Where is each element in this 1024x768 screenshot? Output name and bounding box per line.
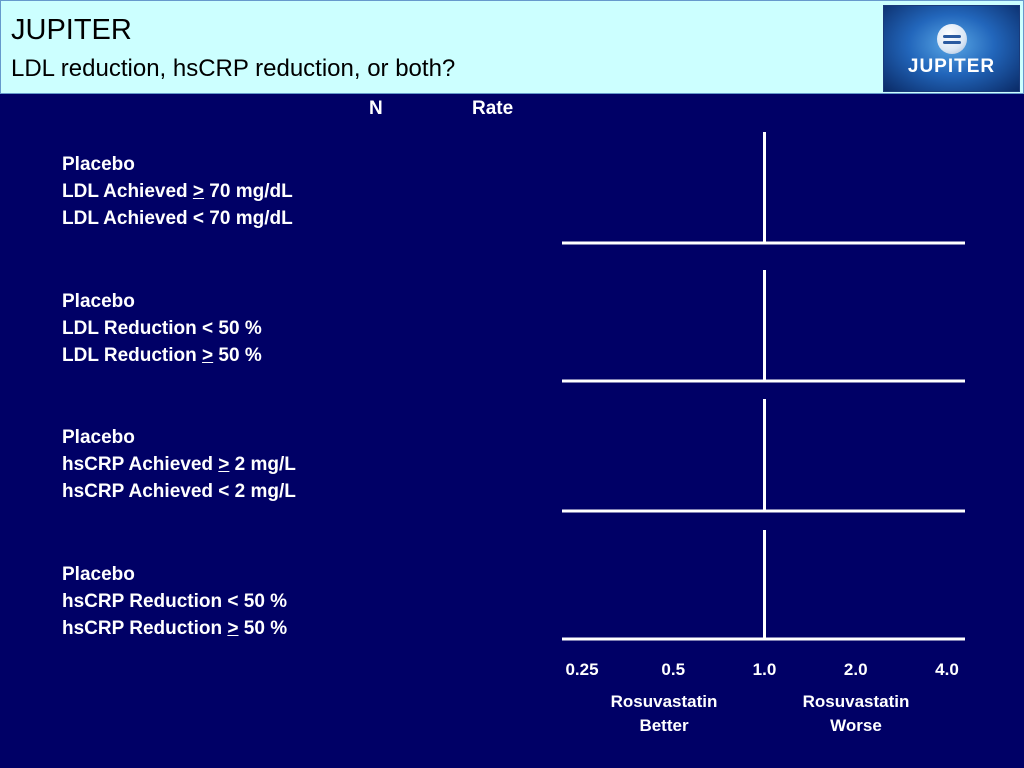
subgroup-label: Placebo bbox=[62, 564, 135, 585]
column-header-rate: Rate bbox=[472, 98, 514, 119]
label-symbol: > bbox=[227, 618, 239, 639]
tick-label: 0.5 bbox=[661, 660, 685, 679]
label-symbol: > bbox=[192, 181, 205, 202]
label-symbol: > bbox=[202, 345, 214, 366]
label-suffix: 2 mg/L bbox=[229, 454, 296, 475]
label-prefix: LDL Reduction bbox=[62, 345, 203, 366]
jupiter-logo: JUPITER bbox=[883, 5, 1020, 92]
subgroup-label: LDL Reduction < 50 % bbox=[62, 318, 262, 339]
label-prefix: hsCRP Reduction bbox=[62, 618, 228, 639]
label-prefix: hsCRP Achieved bbox=[62, 454, 219, 475]
subgroup-block-3: Placebo hsCRP Achieved > 2 mg/L hsCRP Achi… bbox=[62, 424, 296, 505]
column-header-n: N bbox=[369, 98, 383, 119]
label-suffix: 50 % bbox=[213, 345, 262, 366]
globe-icon bbox=[937, 24, 967, 54]
axis-label-worse: Rosuvastatin Worse bbox=[802, 692, 910, 735]
subgroup-label: hsCRP Reduction < 50 % bbox=[62, 591, 288, 612]
subgroup-label: LDL Reduction > 50 % bbox=[62, 342, 262, 369]
slide-subtitle: LDL reduction, hsCRP reduction, or both? bbox=[11, 55, 456, 82]
subgroup-label: hsCRP Reduction > 50 % bbox=[62, 615, 287, 642]
slide-title: JUPITER bbox=[11, 14, 132, 46]
subgroup-label: Placebo bbox=[62, 291, 135, 312]
tick-label: 4.0 bbox=[935, 660, 959, 679]
subgroup-label: Placebo bbox=[62, 427, 135, 448]
label-suffix: 50 % bbox=[238, 618, 288, 639]
tick-label: 1.0 bbox=[753, 660, 777, 679]
subgroup-label: hsCRP Achieved > 2 mg/L bbox=[62, 451, 296, 478]
axis-label-better: Rosuvastatin Better bbox=[610, 692, 718, 735]
subgroup-label: LDL Achieved < 70 mg/dL bbox=[62, 208, 293, 229]
logo-text: JUPITER bbox=[907, 56, 996, 77]
subgroup-label: LDL Achieved > 70 mg/dL bbox=[62, 178, 293, 205]
subgroup-block-2: Placebo LDL Reduction < 50 % LDL Reduction… bbox=[62, 288, 262, 369]
title-banner: JUPITER LDL reduction, hsCRP reduction, … bbox=[0, 0, 1024, 94]
subgroup-block-1: Placebo LDL Achieved > 70 mg/dL LDL Achiev… bbox=[62, 151, 293, 232]
label-symbol: > bbox=[218, 454, 230, 475]
subgroup-label: hsCRP Achieved < 2 mg/L bbox=[62, 481, 296, 502]
tick-label: 0.25 bbox=[565, 660, 598, 679]
label-prefix: LDL Achieved bbox=[62, 181, 193, 202]
subgroup-label: Placebo bbox=[62, 154, 135, 175]
label-suffix: 70 mg/dL bbox=[204, 181, 293, 202]
subgroup-block-4: Placebo hsCRP Reduction < 50 % hsCRP Reduc… bbox=[62, 561, 287, 642]
tick-label: 2.0 bbox=[844, 660, 868, 679]
